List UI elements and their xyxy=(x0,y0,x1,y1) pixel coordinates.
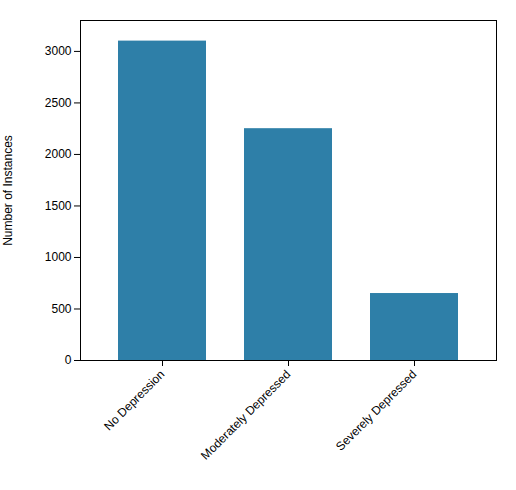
svg-text:Number of Instances: Number of Instances xyxy=(1,135,15,246)
svg-text:0: 0 xyxy=(65,353,72,367)
svg-text:2000: 2000 xyxy=(45,147,72,161)
svg-text:2500: 2500 xyxy=(45,96,72,110)
svg-text:500: 500 xyxy=(51,302,71,316)
svg-text:1000: 1000 xyxy=(45,250,72,264)
svg-text:Severely Depressed: Severely Depressed xyxy=(333,367,419,453)
svg-text:Moderately Depressed: Moderately Depressed xyxy=(198,367,293,462)
svg-text:No Depression: No Depression xyxy=(101,367,167,433)
svg-text:1500: 1500 xyxy=(45,199,72,213)
svg-text:3000: 3000 xyxy=(45,44,72,58)
